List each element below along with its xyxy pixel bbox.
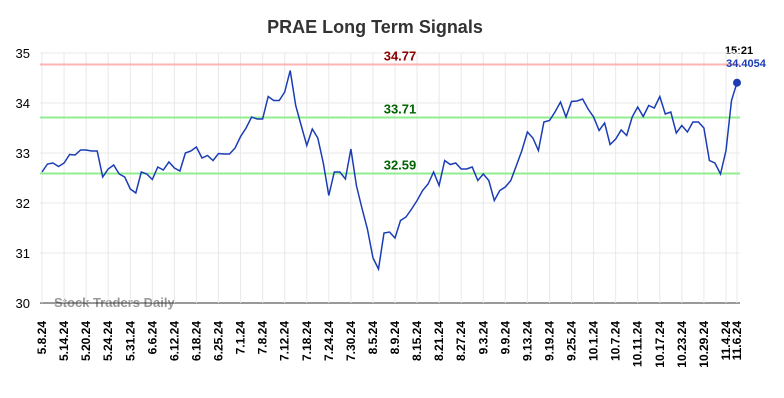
- x-tick-label: 9.25.24: [565, 321, 579, 361]
- y-tick-label: 31: [16, 246, 30, 261]
- x-tick-label: 10.29.24: [697, 321, 711, 368]
- x-tick-label: 6.12.24: [167, 321, 181, 361]
- y-tick-label: 34: [16, 96, 30, 111]
- price-line: [41, 70, 738, 272]
- y-tick-label: 32: [16, 196, 30, 211]
- reference-label: 33.71: [384, 102, 417, 117]
- x-tick-label: 5.14.24: [57, 321, 71, 361]
- x-tick-label: 5.8.24: [35, 321, 49, 355]
- y-tick-label: 30: [16, 296, 30, 311]
- x-tick-label: 6.6.24: [145, 321, 159, 355]
- x-tick-label: 9.19.24: [542, 321, 556, 361]
- x-tick-label: 9.13.24: [520, 321, 534, 361]
- x-tick-label: 10.7.24: [609, 321, 623, 361]
- x-tick-label: 7.12.24: [278, 321, 292, 361]
- x-tick-label: 7.30.24: [344, 321, 358, 361]
- x-tick-label: 5.20.24: [79, 321, 93, 361]
- x-tick-label: 8.27.24: [454, 321, 468, 361]
- x-tick-label: 8.21.24: [432, 321, 446, 361]
- x-tick-label: 9.9.24: [498, 321, 512, 355]
- x-tick-label: 11.6.24: [730, 321, 744, 361]
- x-tick-label: 9.3.24: [476, 321, 490, 355]
- x-tick-label: 5.24.24: [101, 321, 115, 361]
- last-time: 15:21: [725, 45, 753, 57]
- last-point: [733, 78, 741, 87]
- last-value: 34.4054: [726, 58, 767, 70]
- x-tick-label: 10.17.24: [653, 321, 667, 368]
- x-tick-label: 6.25.24: [212, 321, 226, 361]
- x-tick-label: 8.15.24: [410, 321, 424, 361]
- y-tick-label: 33: [16, 146, 30, 161]
- reference-label: 32.59: [384, 158, 417, 173]
- x-tick-label: 10.1.24: [587, 321, 601, 361]
- y-tick-label: 35: [16, 46, 30, 61]
- reference-label: 34.77: [384, 49, 417, 64]
- x-tick-label: 8.5.24: [366, 321, 380, 355]
- x-tick-label: 7.1.24: [234, 321, 248, 355]
- x-tick-label: 6.18.24: [189, 321, 203, 361]
- chart-title: PRAE Long Term Signals: [267, 17, 483, 37]
- x-tick-label: 7.8.24: [256, 321, 270, 355]
- x-tick-label: 5.31.24: [123, 321, 137, 361]
- x-tick-label: 7.24.24: [322, 321, 336, 361]
- x-tick-label: 10.23.24: [675, 321, 689, 368]
- x-tick-label: 8.9.24: [388, 321, 402, 355]
- x-tick-label: 7.18.24: [300, 321, 314, 361]
- x-tick-label: 11.4.24: [719, 321, 733, 361]
- x-tick-label: 10.11.24: [631, 321, 645, 367]
